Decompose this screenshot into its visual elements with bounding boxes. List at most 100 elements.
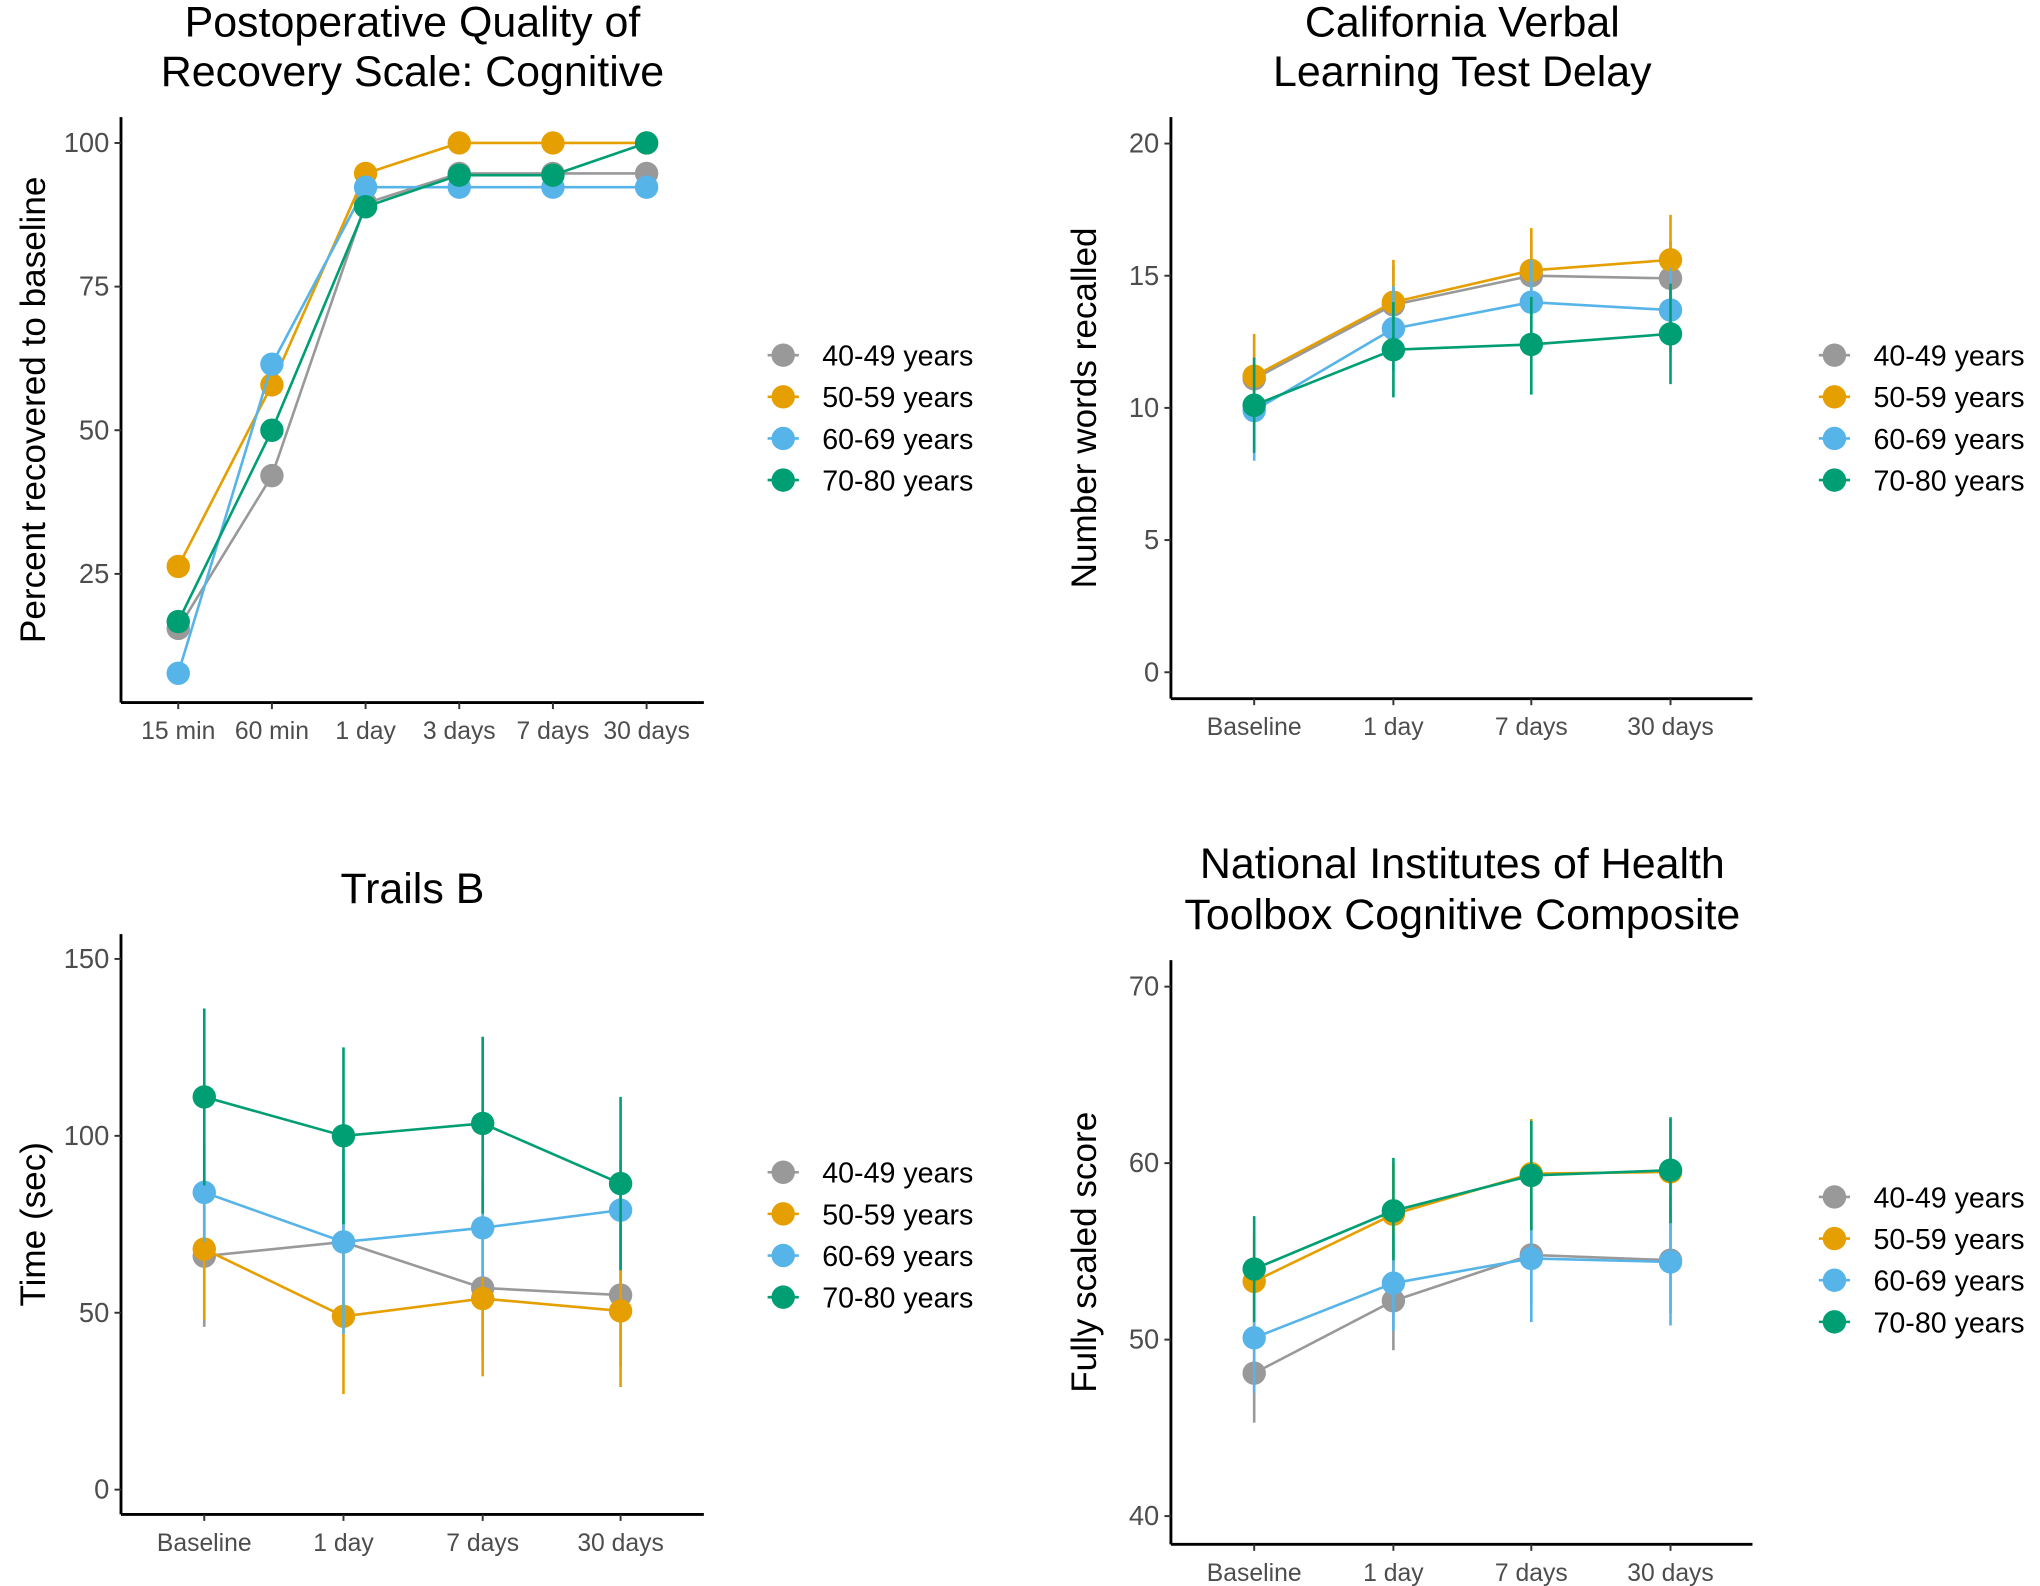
y-tick-label: 100 xyxy=(64,1120,110,1151)
legend-key-marker xyxy=(1822,343,1847,367)
data-point xyxy=(1242,1257,1266,1281)
series-line xyxy=(203,1191,621,1244)
x-tick-label: 30 days xyxy=(1627,1560,1714,1586)
data-point xyxy=(447,163,471,187)
x-tick-label: 1 day xyxy=(1363,714,1424,741)
series-70-80-years xyxy=(192,1008,633,1271)
legend-label: 70-80 years xyxy=(1873,1307,2024,1339)
data-point xyxy=(1242,393,1266,417)
chart-panel-3: Trails B Time (sec) 0 50 100 150 Baseline 1 day… xyxy=(14,865,974,1557)
data-point xyxy=(1242,1326,1266,1350)
data-point xyxy=(634,175,659,199)
x-tick-label: 15 min xyxy=(141,718,215,745)
y-tick-label: 50 xyxy=(79,1297,109,1328)
data-point xyxy=(260,373,284,397)
x-tick-label: 30 days xyxy=(1627,714,1714,741)
legend-label: 70-80 years xyxy=(822,1283,973,1315)
x-tick-label: 7 days xyxy=(446,1530,519,1557)
series-line xyxy=(1253,1257,1671,1340)
y-tick-label: 25 xyxy=(79,558,109,589)
data-point xyxy=(192,1180,216,1205)
legend-key-marker xyxy=(1822,1185,1847,1209)
series-line xyxy=(203,1095,622,1185)
data-point xyxy=(541,163,565,187)
legend: 40-49 years 50-59 years 60-69 years 70-80 y… xyxy=(1818,341,2025,498)
data-point xyxy=(470,1286,495,1311)
y-tick-label: 15 xyxy=(1129,260,1159,291)
y-axis-label: Percent recovered to baseline xyxy=(14,177,53,643)
x-tick-label: Baseline xyxy=(1207,1560,1302,1586)
series-line xyxy=(1253,258,1671,378)
x-tick-label: 60 min xyxy=(235,718,309,745)
data-point xyxy=(634,131,659,155)
legend-key-marker xyxy=(771,1243,795,1268)
y-tick-label: 150 xyxy=(64,943,110,974)
series-70-80-years xyxy=(166,131,659,634)
series-40-49-years xyxy=(192,1171,633,1366)
legend-label: 60-69 years xyxy=(822,424,973,456)
data-point xyxy=(1658,322,1683,346)
chart-title: Trails B xyxy=(340,865,484,913)
legend-key-marker xyxy=(771,343,795,367)
series-line xyxy=(177,172,647,630)
data-point xyxy=(331,1124,356,1148)
legend-label: 70-80 years xyxy=(822,466,973,498)
x-tick-label: Baseline xyxy=(1207,714,1302,741)
chart-title: Toolbox Cognitive Composite xyxy=(1184,891,1740,939)
chart-title: Recovery Scale: Cognitive xyxy=(161,48,664,96)
data-point xyxy=(353,175,378,199)
legend-key-marker xyxy=(1822,426,1847,451)
legend-label: 40-49 years xyxy=(1873,1182,2024,1214)
legend-label: 50-59 years xyxy=(1873,1224,2024,1256)
data-point xyxy=(608,1299,633,1323)
data-point xyxy=(1519,332,1544,357)
y-axis-label: Number words recalled xyxy=(1065,227,1104,588)
y-tick-label: 50 xyxy=(1129,1324,1159,1355)
y-tick-label: 40 xyxy=(1129,1500,1159,1531)
y-tick-label: 100 xyxy=(64,127,110,158)
data-point xyxy=(470,1216,495,1240)
x-tick-label: 7 days xyxy=(517,718,590,745)
legend-key-marker xyxy=(771,1285,795,1309)
data-point xyxy=(353,195,378,219)
data-point xyxy=(260,352,284,376)
data-point xyxy=(470,1111,495,1136)
series-50-59-years xyxy=(1242,1119,1683,1331)
data-point xyxy=(608,1171,633,1196)
data-point xyxy=(1658,248,1683,272)
legend: 40-49 years 50-59 years 60-69 years 70-80 y… xyxy=(767,1158,973,1315)
series-70-80-years xyxy=(1242,283,1683,453)
legend-key-marker xyxy=(771,1160,795,1184)
series-40-49-years xyxy=(1242,1201,1683,1423)
legend: 40-49 years 50-59 years 60-69 years 70-80 y… xyxy=(1818,1182,2025,1339)
data-point xyxy=(192,1085,216,1109)
series-line xyxy=(1253,300,1671,412)
legend-label: 50-59 years xyxy=(1873,382,2024,414)
data-point xyxy=(1519,1246,1544,1271)
series-line xyxy=(176,185,647,674)
series-line xyxy=(1253,1253,1671,1375)
x-tick-label: 30 days xyxy=(577,1530,664,1557)
legend-key-marker xyxy=(1822,468,1847,492)
x-tick-label: 1 day xyxy=(313,1530,374,1557)
series-40-49-years xyxy=(166,161,659,641)
series-70-80-years xyxy=(1242,1117,1683,1322)
data-point xyxy=(1381,1271,1406,1295)
data-point xyxy=(1658,1158,1683,1182)
y-tick-label: 50 xyxy=(79,414,109,445)
series-line xyxy=(1253,274,1671,380)
y-tick-label: 75 xyxy=(79,271,109,302)
y-tick-label: 10 xyxy=(1129,392,1159,423)
x-tick-label: 1 day xyxy=(1363,1560,1424,1586)
y-tick-label: 20 xyxy=(1129,128,1159,159)
series-line xyxy=(204,1240,621,1297)
series-60-69-years xyxy=(1242,1198,1683,1393)
legend-key-marker xyxy=(771,468,795,492)
data-point xyxy=(166,554,190,579)
legend: 40-49 years 50-59 years 60-69 years 70-80 y… xyxy=(767,341,973,498)
x-tick-label: 1 day xyxy=(335,718,396,745)
data-point xyxy=(166,609,190,634)
